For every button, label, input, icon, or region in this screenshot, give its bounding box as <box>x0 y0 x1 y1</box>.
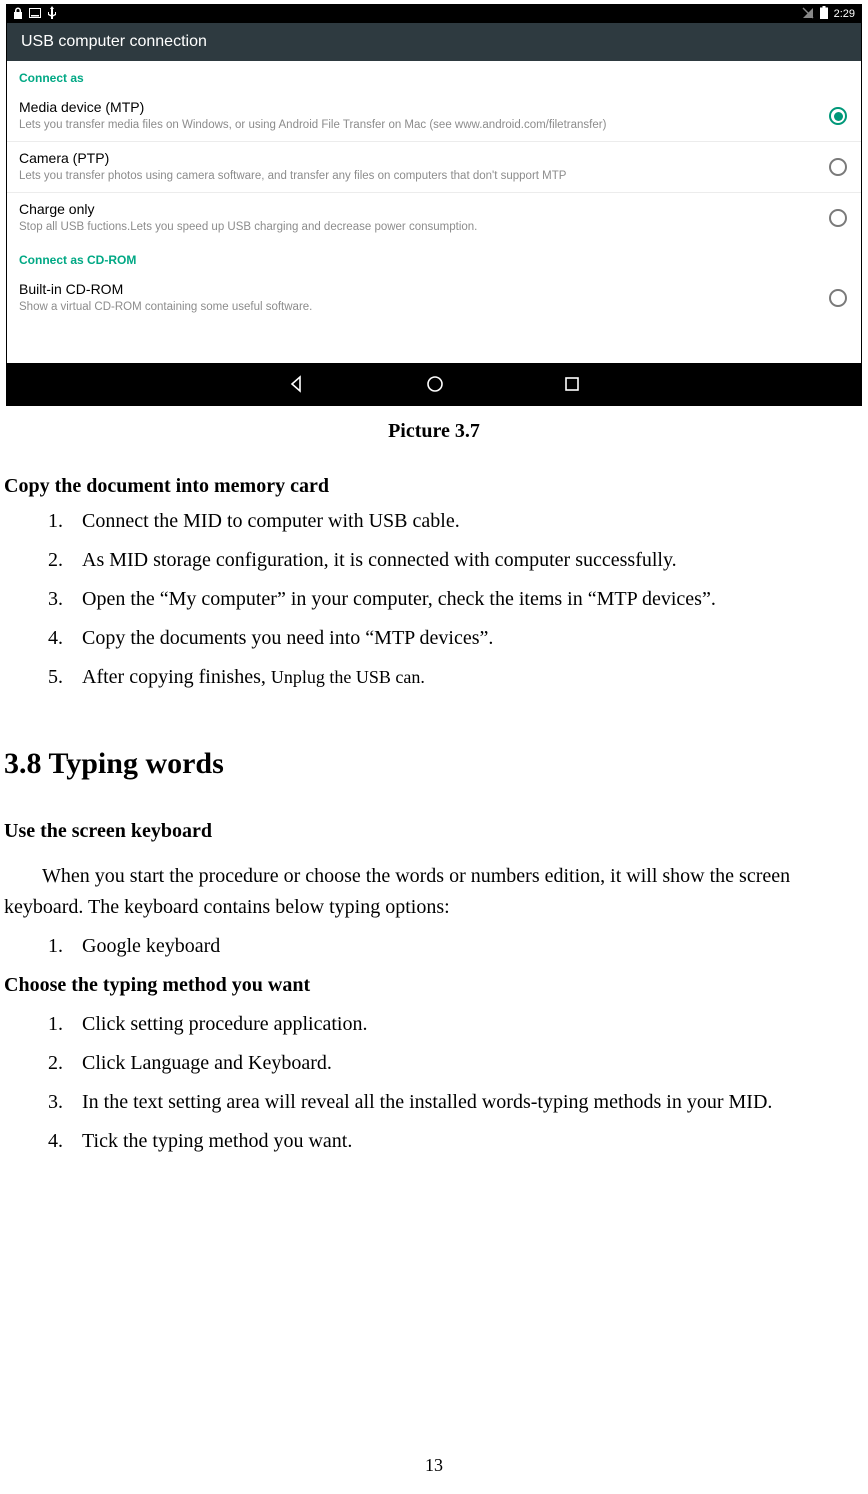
list-item: 1.Click setting procedure application. <box>48 1009 864 1040</box>
status-bar: 2:29 <box>7 5 861 23</box>
list-item: 1.Google keyboard <box>48 931 864 962</box>
option-subtitle: Stop all USB fuctions.Lets you speed up … <box>19 219 819 235</box>
radio-selected-icon[interactable] <box>829 107 847 125</box>
copy-steps-list: 1.Connect the MID to computer with USB c… <box>4 506 864 693</box>
app-bar: USB computer connection <box>7 23 861 61</box>
radio-icon[interactable] <box>829 158 847 176</box>
option-subtitle: Show a virtual CD-ROM containing some us… <box>19 299 819 315</box>
list-item: 3.Open the “My computer” in your compute… <box>48 584 864 615</box>
option-title: Built-in CD-ROM <box>19 281 819 297</box>
option-title: Camera (PTP) <box>19 150 819 166</box>
usb-icon <box>47 6 57 23</box>
section-label-cdrom: Connect as CD-ROM <box>7 243 861 273</box>
keyboard-paragraph: When you start the procedure or choose t… <box>4 861 864 923</box>
nav-back-icon[interactable] <box>288 375 306 393</box>
navigation-bar <box>7 363 861 405</box>
list-item: 2.Click Language and Keyboard. <box>48 1048 864 1079</box>
list-item: 2.As MID storage configuration, it is co… <box>48 545 864 576</box>
list-item: 4.Tick the typing method you want. <box>48 1126 864 1157</box>
option-subtitle: Lets you transfer photos using camera so… <box>19 168 819 184</box>
app-bar-title: USB computer connection <box>21 33 207 50</box>
choose-steps-list: 1.Click setting procedure application. 2… <box>4 1009 864 1157</box>
option-title: Media device (MTP) <box>19 99 819 115</box>
option-subtitle: Lets you transfer media files on Windows… <box>19 117 819 133</box>
section-label-connect-as: Connect as <box>7 61 861 91</box>
keyboard-options-list: 1.Google keyboard <box>4 931 864 962</box>
option-ptp[interactable]: Camera (PTP) Lets you transfer photos us… <box>7 142 861 193</box>
nav-recent-icon[interactable] <box>564 376 580 392</box>
choose-heading: Choose the typing method you want <box>4 970 864 1001</box>
option-mtp[interactable]: Media device (MTP) Lets you transfer med… <box>7 91 861 142</box>
lock-icon <box>13 7 23 22</box>
frame-icon <box>29 8 41 21</box>
radio-icon[interactable] <box>829 289 847 307</box>
keyboard-heading: Use the screen keyboard <box>4 816 864 847</box>
no-sim-icon <box>802 7 814 22</box>
radio-icon[interactable] <box>829 209 847 227</box>
option-title: Charge only <box>19 201 819 217</box>
section-heading-typing: 3.8 Typing words <box>4 741 864 788</box>
battery-icon <box>820 6 828 22</box>
nav-home-icon[interactable] <box>426 375 444 393</box>
page-number: 13 <box>0 1455 868 1476</box>
figure-caption: Picture 3.7 <box>0 420 868 443</box>
list-item: 1.Connect the MID to computer with USB c… <box>48 506 864 537</box>
blank-area <box>7 323 861 363</box>
copy-heading: Copy the document into memory card <box>4 471 864 502</box>
list-item: 4.Copy the documents you need into “MTP … <box>48 623 864 654</box>
option-cdrom[interactable]: Built-in CD-ROM Show a virtual CD-ROM co… <box>7 273 861 323</box>
list-item: 3.In the text setting area will reveal a… <box>48 1087 864 1118</box>
android-screenshot: 2:29 USB computer connection Connect as … <box>6 4 862 406</box>
option-charge-only[interactable]: Charge only Stop all USB fuctions.Lets y… <box>7 193 861 243</box>
status-time: 2:29 <box>834 8 855 20</box>
list-item: 5.After copying finishes, Unplug the USB… <box>48 662 864 693</box>
